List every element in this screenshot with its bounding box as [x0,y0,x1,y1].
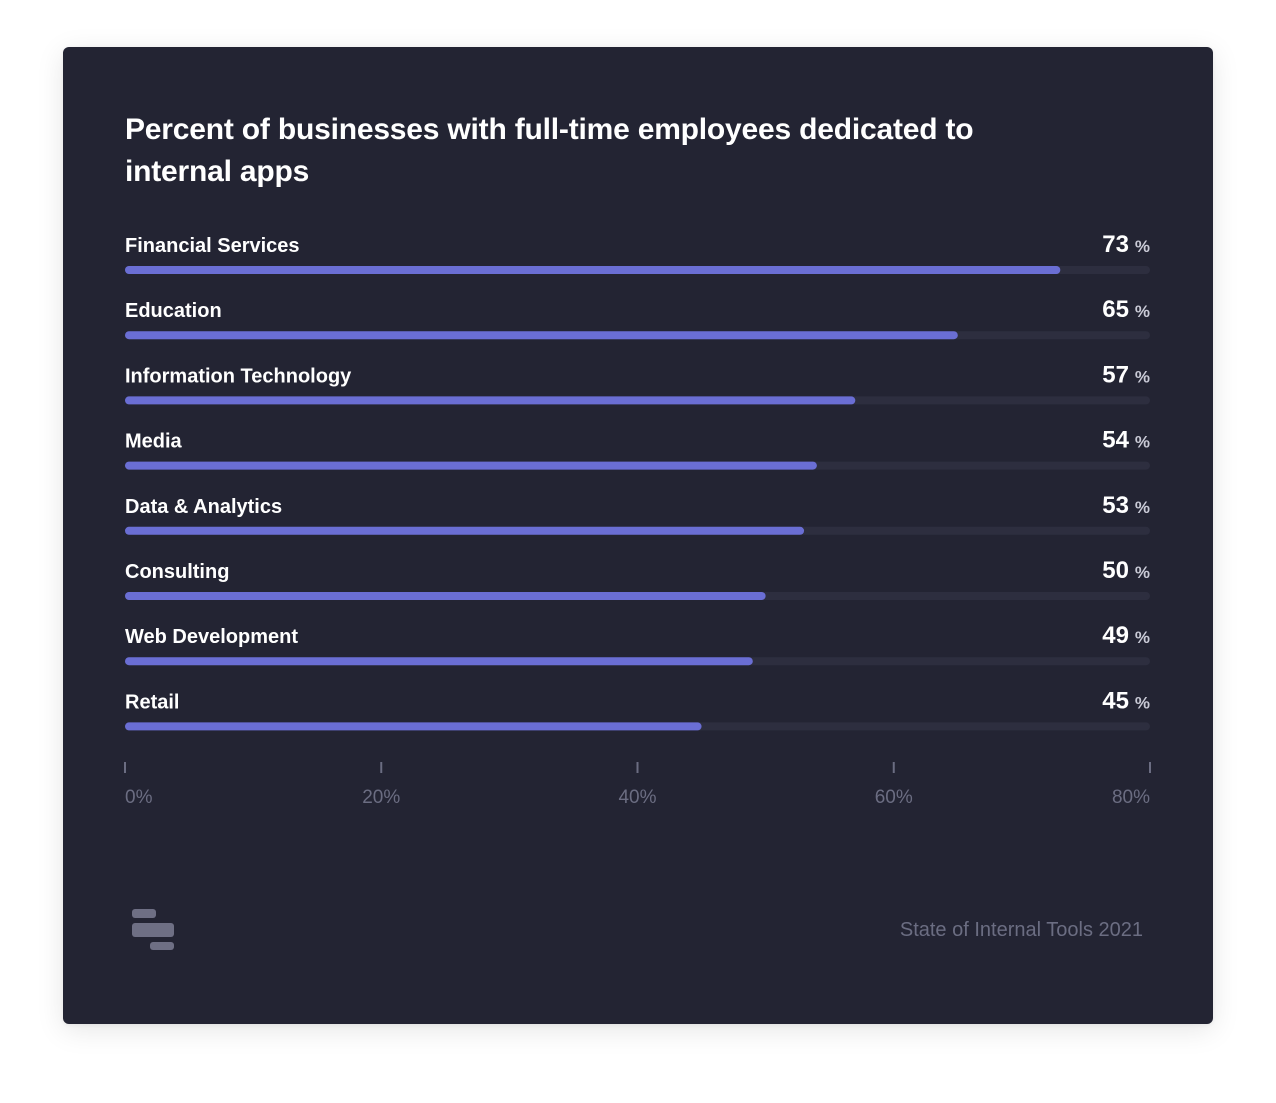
chart-title: Percent of businesses with full-time emp… [125,113,974,188]
bar-information-technology [125,396,856,405]
bar-web-development [125,657,753,666]
bar-label-education: Education [125,300,222,322]
x-tick-label-80: 80% [1112,787,1150,808]
bar-media [125,461,817,470]
x-tick-label-0: 0% [125,787,153,808]
bar-unit-retail: % [1135,693,1150,712]
bar-financial-services [125,266,1061,274]
bar-unit-data-analytics: % [1135,498,1150,517]
x-tick-label-60: 60% [875,787,913,808]
bar-unit-media: % [1135,433,1150,452]
bar-value-financial-services: 73 [1102,231,1129,258]
bar-education [125,331,958,340]
bar-value-consulting: 50 [1102,557,1129,584]
bar-label-retail: Retail [125,691,179,713]
x-tick-label-40: 40% [618,787,656,808]
bar-value-education: 65 [1102,296,1129,323]
bar-consulting [125,592,766,600]
bar-label-consulting: Consulting [125,561,229,583]
bar-chart: Financial Services % 73 Education % 65 Informa… [124,231,1151,808]
bar-value-web-development: 49 [1102,622,1129,649]
stacked-bars-logo-icon [132,909,174,951]
source-caption: State of Internal Tools 2021 [899,919,1143,941]
bar-unit-financial-services: % [1135,237,1150,256]
bar-unit-education: % [1135,302,1150,321]
bar-unit-web-development: % [1135,628,1150,647]
bar-unit-consulting: % [1135,563,1150,582]
bar-unit-information-technology: % [1135,367,1150,386]
bar-retail [125,722,702,731]
bar-label-media: Media [125,431,183,453]
bar-value-media: 54 [1102,427,1129,454]
x-tick-label-20: 20% [362,787,400,808]
bar-data-analytics [125,526,805,535]
bar-label-web-development: Web Development [125,626,298,648]
bar-value-data-analytics: 53 [1102,492,1129,519]
bar-label-data-analytics: Data & Analytics [125,496,282,518]
bar-label-information-technology: Information Technology [125,365,352,387]
bar-value-information-technology: 57 [1102,361,1129,388]
bar-label-financial-services: Financial Services [125,235,300,257]
bar-value-retail: 45 [1102,687,1129,714]
chart-card: Percent of businesses with full-time emp… [63,47,1213,1024]
